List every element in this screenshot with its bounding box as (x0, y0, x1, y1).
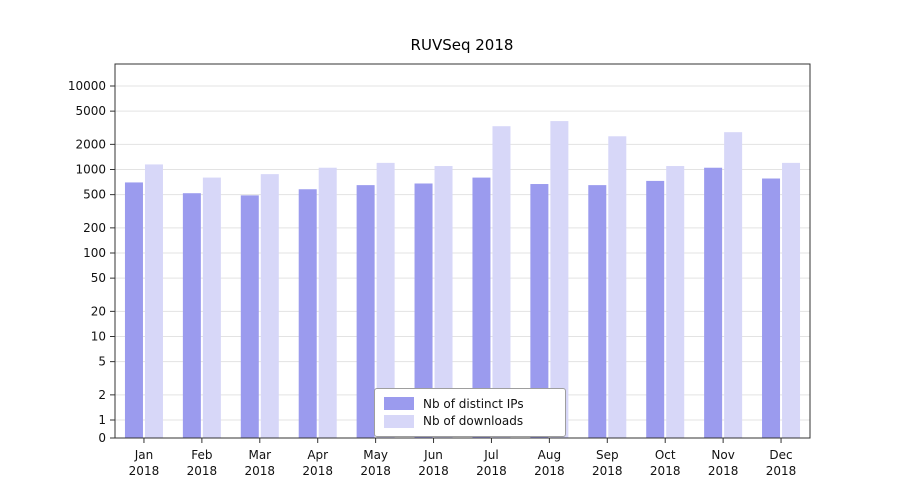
x-tick-label-year: 2018 (245, 464, 276, 478)
bar-ips-nov (704, 167, 723, 438)
x-tick-label-month: Dec (769, 448, 792, 462)
y-tick-label: 20 (91, 304, 106, 318)
bar-downloads-nov (724, 132, 743, 439)
bar-ips-dec (762, 178, 781, 438)
y-tick-label: 1000 (75, 163, 106, 177)
legend: Nb of distinct IPs Nb of downloads (374, 388, 566, 437)
bar-downloads-jul (492, 126, 511, 438)
bar-downloads-aug (550, 121, 569, 438)
x-tick-label-year: 2018 (534, 464, 565, 478)
bar-ips-sep (588, 185, 607, 438)
x-tick-label-month: Jan (134, 448, 154, 462)
legend-label-distinct-ips: Nb of distinct IPs (423, 396, 524, 411)
bar-ips-may (356, 185, 375, 438)
x-tick-label-month: Jun (423, 448, 443, 462)
legend-swatch-distinct-ips (384, 397, 414, 411)
y-tick-label: 2 (98, 388, 106, 402)
x-tick-label-month: Apr (307, 448, 328, 462)
x-tick-label-month: Jul (483, 448, 498, 462)
x-tick-label-month: Feb (191, 448, 212, 462)
x-tick-label-year: 2018 (592, 464, 623, 478)
chart-title: RUVSeq 2018 (410, 36, 514, 54)
bar-downloads-apr (318, 167, 337, 438)
legend-label-downloads: Nb of downloads (423, 414, 524, 429)
y-tick-label: 500 (83, 188, 106, 202)
bar-ips-apr (298, 189, 317, 438)
y-tick-label: 2000 (75, 137, 106, 151)
x-tick-label-year: 2018 (418, 464, 449, 478)
y-tick-label: 10000 (68, 79, 106, 93)
y-tick-label: 50 (91, 271, 106, 285)
plot-border (114, 63, 811, 439)
bar-ips-aug (530, 184, 549, 438)
y-tick-label: 5000 (75, 104, 106, 118)
x-tick-label-year: 2018 (476, 464, 507, 478)
y-tick-label: 10 (91, 330, 106, 344)
bar-downloads-jan (144, 164, 163, 438)
x-tick-label-month: Sep (596, 448, 619, 462)
y-tick-label: 0 (98, 431, 106, 445)
bar-ips-mar (240, 195, 259, 438)
x-tick-label-year: 2018 (650, 464, 681, 478)
bar-downloads-dec (782, 162, 801, 438)
x-tick-label-month: Oct (655, 448, 676, 462)
bar-ips-jan (124, 182, 143, 438)
bar-downloads-may (376, 162, 395, 438)
x-tick-label-year: 2018 (360, 464, 391, 478)
bar-ips-jul (472, 177, 491, 438)
y-tick-label: 5 (98, 355, 106, 369)
bar-ips-oct (646, 180, 665, 438)
bar-downloads-jun (434, 166, 453, 439)
x-tick-label-month: Aug (538, 448, 561, 462)
x-tick-label-month: Nov (711, 448, 734, 462)
x-tick-label-month: Mar (248, 448, 271, 462)
y-tick-label: 1 (98, 413, 106, 427)
legend-item-downloads: Nb of downloads (384, 414, 556, 428)
x-tick-label-year: 2018 (766, 464, 797, 478)
x-tick-label-month: May (363, 448, 388, 462)
legend-swatch-downloads (384, 414, 414, 428)
bar-downloads-oct (666, 166, 685, 439)
legend-item-distinct-ips: Nb of distinct IPs (384, 397, 556, 411)
bar-downloads-mar (260, 174, 279, 439)
bar-downloads-feb (202, 177, 221, 438)
bar-downloads-sep (608, 136, 627, 438)
x-tick-label-year: 2018 (708, 464, 739, 478)
bar-ips-feb (182, 193, 201, 438)
x-tick-label-year: 2018 (129, 464, 160, 478)
y-tick-label: 200 (83, 221, 106, 235)
x-tick-label-year: 2018 (302, 464, 333, 478)
y-tick-label: 100 (83, 246, 106, 260)
x-tick-label-year: 2018 (187, 464, 218, 478)
bar-ips-jun (414, 183, 433, 438)
